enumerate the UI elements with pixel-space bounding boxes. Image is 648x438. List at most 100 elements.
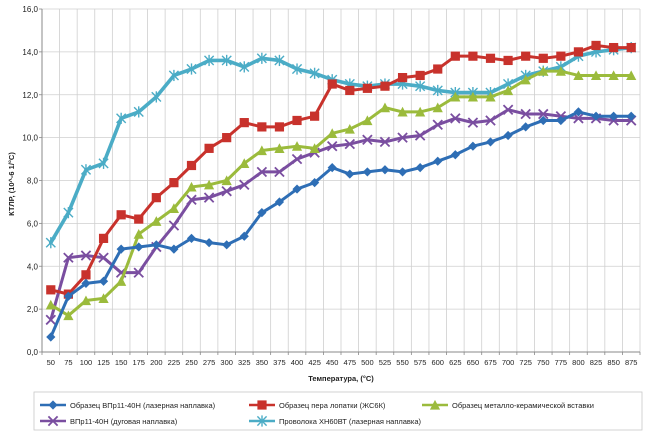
data-point	[380, 81, 390, 91]
data-point	[591, 111, 601, 121]
x-tick-label: 325	[238, 358, 251, 367]
data-point	[257, 208, 267, 218]
data-point	[204, 143, 214, 153]
data-point	[362, 115, 373, 126]
data-point	[80, 164, 92, 176]
y-tick-label: 6,0	[27, 219, 39, 228]
x-tick-label: 200	[150, 358, 163, 367]
legend-label: Образец ВПр11-40Н (лазерная наплавка)	[70, 401, 216, 410]
x-tick-label: 800	[572, 358, 585, 367]
data-point	[327, 163, 337, 173]
x-tick-label: 825	[590, 358, 603, 367]
data-point	[256, 166, 268, 178]
y-tick-label: 16,0	[22, 5, 38, 14]
data-point	[521, 51, 531, 61]
legend-marker	[256, 415, 268, 427]
data-point	[485, 115, 496, 126]
series-line	[49, 69, 633, 318]
data-point	[116, 276, 127, 286]
data-point	[221, 54, 232, 67]
y-tick-label: 8,0	[27, 177, 39, 186]
data-point	[538, 53, 548, 63]
data-point	[151, 240, 161, 250]
x-tick-label: 725	[519, 358, 532, 367]
data-point	[46, 332, 56, 342]
legend-marker	[48, 400, 58, 410]
axes: 0,0 2,0 4,0 6,0 8,0 10,0 12,0 14,0 16,0 50 75 100 12…	[22, 5, 641, 367]
x-tick-label: 700	[502, 358, 515, 367]
series-2	[46, 40, 636, 299]
data-point	[186, 63, 197, 75]
data-point	[468, 141, 478, 151]
legend-label: Образец металло-керамической вставки	[452, 401, 594, 410]
data-point	[626, 111, 636, 121]
x-tick-label: 750	[537, 358, 550, 367]
data-point	[520, 74, 531, 85]
data-point	[362, 83, 372, 93]
data-point	[134, 214, 144, 224]
data-point	[292, 115, 302, 126]
data-point	[538, 66, 549, 76]
data-point	[203, 192, 215, 203]
legend-item: ВПр11-40Н (дуговая наплавка)	[40, 415, 178, 427]
data-point	[380, 165, 390, 175]
data-point	[326, 140, 338, 152]
data-point	[468, 51, 478, 61]
data-point	[274, 197, 285, 207]
data-point	[221, 185, 232, 197]
data-point	[204, 238, 214, 248]
data-point	[415, 70, 425, 81]
data-point	[222, 133, 232, 143]
data-point	[344, 138, 356, 150]
x-tick-label: 50	[47, 358, 55, 367]
data-point	[502, 104, 514, 115]
x-axis-title: Температура, (°C)	[308, 374, 374, 383]
x-tick-label: 450	[326, 358, 339, 367]
y-axis-title: КТЛР, (10^-6 1/°C)	[7, 152, 16, 216]
x-tick-label: 525	[379, 358, 392, 367]
series-layer	[45, 40, 637, 342]
series-line	[48, 45, 634, 245]
data-point	[256, 52, 267, 64]
data-point	[63, 252, 74, 263]
data-point	[538, 108, 549, 120]
data-point	[521, 122, 531, 132]
data-point	[485, 53, 496, 63]
data-point	[432, 119, 443, 130]
data-point	[591, 40, 601, 51]
data-point	[133, 228, 144, 239]
data-point	[45, 299, 56, 310]
data-point	[397, 167, 408, 177]
series-line	[49, 110, 633, 339]
data-point	[555, 66, 566, 76]
legend-label: ВПр11-40Н (дуговая наплавка)	[70, 417, 178, 426]
data-point	[63, 207, 74, 219]
data-point	[186, 160, 197, 171]
series-1	[46, 107, 636, 342]
data-point	[345, 85, 355, 96]
data-point	[239, 61, 250, 73]
data-point	[203, 179, 215, 190]
data-point	[168, 220, 180, 231]
data-point	[590, 70, 602, 81]
data-point	[309, 143, 320, 153]
data-point	[327, 128, 338, 138]
legend-item: Образец металло-керамической вставки	[422, 399, 594, 410]
data-point	[397, 132, 408, 143]
data-point	[133, 106, 144, 118]
data-point	[573, 107, 584, 117]
data-point	[291, 153, 303, 165]
data-point	[98, 276, 109, 286]
data-point	[239, 179, 250, 191]
legend-marker	[47, 415, 59, 427]
x-tick-label: 250	[185, 358, 198, 367]
data-point	[186, 194, 197, 206]
x-tick-label: 375	[273, 358, 286, 367]
data-point	[151, 216, 162, 226]
x-tick-label: 875	[625, 358, 638, 367]
data-point	[168, 69, 180, 82]
legend: Образец ВПр11-40Н (лазерная наплавка) Обр…	[40, 399, 594, 427]
legend-item: Образец пера лопатки (ЖС6К)	[249, 400, 386, 410]
